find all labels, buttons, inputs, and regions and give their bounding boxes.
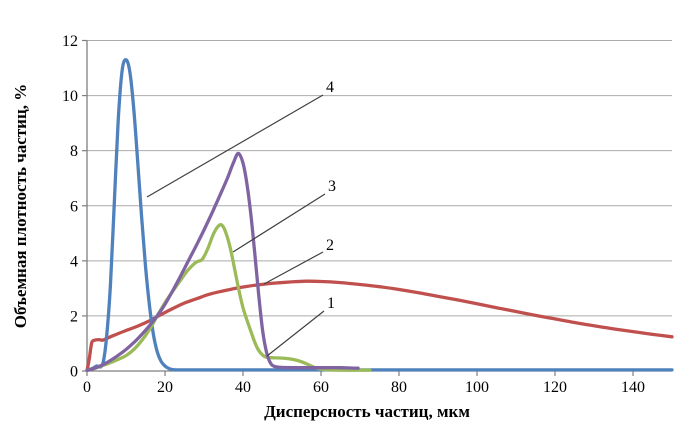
y-tick-label-10: 10 (62, 88, 78, 105)
x-tick-label-60: 60 (313, 379, 329, 396)
curve-label-1: 1 (327, 295, 335, 312)
leader-line-2 (263, 251, 324, 285)
x-tick-label-40: 40 (235, 379, 251, 396)
y-tick-label-2: 2 (70, 308, 78, 325)
curve-4-blue (85, 58, 674, 372)
x-tick-label-100: 100 (465, 379, 489, 396)
x-tick-label-140: 140 (621, 379, 645, 396)
curve-3-green (85, 223, 372, 373)
curve-label-2: 2 (326, 237, 334, 254)
y-tick-label-4: 4 (70, 253, 78, 270)
curve-label-3: 3 (328, 178, 336, 195)
x-tick-label-0: 0 (83, 379, 91, 396)
x-tick-label-120: 120 (543, 379, 567, 396)
y-tick-label-12: 12 (62, 33, 78, 50)
leader-line-4 (146, 94, 324, 198)
x-axis-title: Дисперсность частиц, мкм (264, 402, 470, 421)
curve-2-red (85, 279, 674, 373)
x-tick-label-80: 80 (391, 379, 407, 396)
curve-1-purple (85, 151, 360, 373)
y-axis-title: Объемная плотность частиц, % (11, 83, 30, 329)
leader-line-1 (266, 310, 325, 357)
curve-label-4: 4 (326, 79, 334, 96)
x-tick-label-20: 20 (157, 379, 173, 396)
y-tick-label-6: 6 (70, 198, 78, 215)
y-tick-label-8: 8 (70, 143, 78, 160)
leader-line-3 (232, 193, 326, 253)
y-tick-label-0: 0 (70, 364, 78, 381)
